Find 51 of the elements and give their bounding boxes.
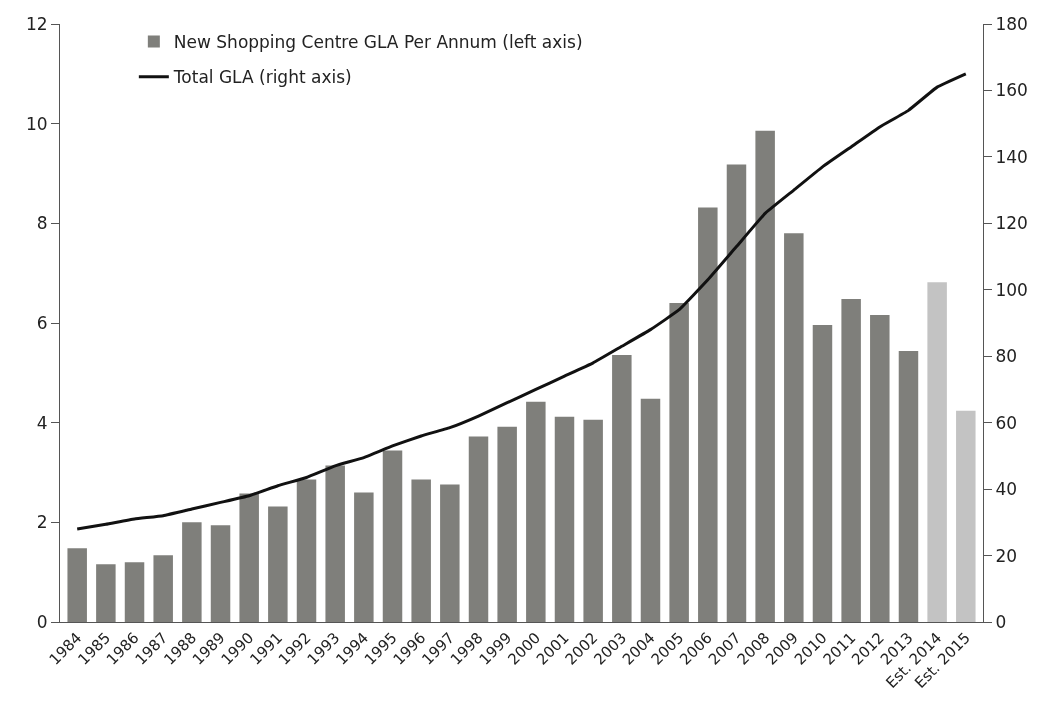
bar xyxy=(612,354,632,622)
bar xyxy=(354,492,374,622)
bar xyxy=(325,465,345,622)
y-tick-label: 8 xyxy=(36,213,48,234)
y2-tick-label: 0 xyxy=(995,611,1007,632)
y2-tick-label: 60 xyxy=(995,412,1018,433)
bar xyxy=(554,416,575,622)
y-tick-label: 6 xyxy=(36,312,48,333)
y2-tick-label: 140 xyxy=(995,146,1028,167)
bar xyxy=(239,493,259,622)
y2-tick-label: 80 xyxy=(995,346,1018,367)
bar xyxy=(640,398,661,622)
bar xyxy=(870,315,890,622)
y-tick-label: 12 xyxy=(25,13,48,34)
y-tick-label: 2 xyxy=(36,512,48,533)
y2-tick-label: 120 xyxy=(995,213,1028,234)
y2-tick-label: 20 xyxy=(995,545,1018,566)
legend-label: New Shopping Centre GLA Per Annum (left axis) xyxy=(173,32,583,53)
bar xyxy=(755,130,775,622)
bar xyxy=(124,562,145,622)
bar xyxy=(153,555,173,622)
bar xyxy=(669,303,689,622)
bar xyxy=(182,522,202,622)
bar xyxy=(583,419,603,622)
bar xyxy=(841,299,861,622)
bar xyxy=(898,350,919,622)
y-tick-label: 4 xyxy=(36,412,48,433)
bar xyxy=(468,436,489,622)
y2-tick-label: 100 xyxy=(995,279,1028,300)
bar xyxy=(784,233,804,622)
bar xyxy=(411,479,431,622)
bar xyxy=(96,564,116,622)
legend-label: Total GLA (right axis) xyxy=(172,67,352,88)
bar xyxy=(812,324,833,622)
bar xyxy=(927,282,947,622)
bar xyxy=(210,525,231,622)
bar xyxy=(497,426,517,622)
bar xyxy=(526,401,546,622)
bar xyxy=(956,410,976,622)
y2-tick-label: 160 xyxy=(995,80,1028,101)
bar xyxy=(296,479,317,622)
bar xyxy=(382,450,403,622)
y-tick-label: 10 xyxy=(25,113,48,134)
y2-tick-label: 180 xyxy=(995,13,1028,34)
y2-tick-label: 40 xyxy=(995,479,1018,500)
bar xyxy=(698,207,718,622)
bar xyxy=(268,506,288,622)
bar xyxy=(440,484,460,622)
bar xyxy=(726,164,747,622)
bar xyxy=(67,548,87,622)
y-tick-label: 0 xyxy=(36,611,48,632)
